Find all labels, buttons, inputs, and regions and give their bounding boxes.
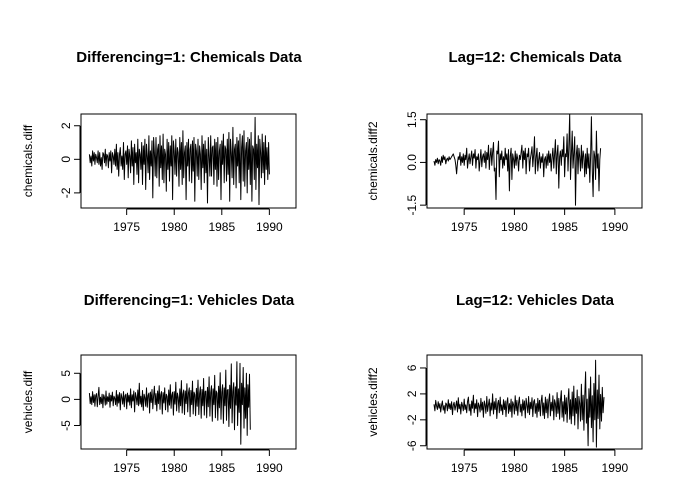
- x-axis: 1975 1980 1985 1990: [113, 208, 283, 234]
- plot-frame: [80, 113, 297, 209]
- x-axis: 1975 1980 1985 1990: [451, 449, 629, 475]
- y-axis: -6 -2 2 6: [405, 364, 427, 451]
- panel-title: Lag=12: Chemicals Data: [449, 49, 623, 66]
- panel-chemicals-diff: Differencing=1: Chemicals Data chemicals…: [21, 49, 302, 234]
- y-axis: -2 0 2: [59, 122, 81, 198]
- y-tick-label: -5: [59, 420, 73, 431]
- y-tick-label: 0: [59, 156, 73, 163]
- x-axis: 1975 1980 1985 1990: [113, 449, 283, 475]
- x-tick-label: 1990: [602, 220, 629, 234]
- plot-frame: [426, 113, 643, 209]
- panel-title: Lag=12: Vehicles Data: [456, 292, 615, 309]
- panel-title: Differencing=1: Chemicals Data: [76, 49, 302, 66]
- panel-vehicles-diff: Differencing=1: Vehicles Data vehicles.d…: [21, 292, 297, 475]
- x-tick-label: 1990: [256, 220, 283, 234]
- x-tick-label: 1985: [551, 220, 578, 234]
- plot-frame: [426, 354, 643, 450]
- series-line: [433, 359, 605, 448]
- y-axis: -5 0 5: [59, 370, 81, 431]
- x-tick-label: 1985: [208, 220, 235, 234]
- x-tick-label: 1980: [161, 220, 188, 234]
- y-axis-label: chemicals.diff: [21, 124, 35, 197]
- y-tick-label: 2: [405, 390, 419, 397]
- y-tick-label: -2: [405, 414, 419, 425]
- y-tick-label: -1.5: [405, 194, 419, 215]
- x-tick-label: 1990: [256, 461, 283, 475]
- panel-title: Differencing=1: Vehicles Data: [84, 292, 295, 309]
- x-tick-label: 1985: [551, 461, 578, 475]
- x-tick-label: 1975: [451, 461, 478, 475]
- y-tick-label: 2: [59, 122, 73, 129]
- y-tick-label: 0.0: [405, 154, 419, 171]
- series-line: [433, 113, 602, 206]
- x-tick-label: 1980: [161, 461, 188, 475]
- y-axis-label: vehicles.diff2: [366, 367, 380, 436]
- y-tick-label: 1.5: [405, 111, 419, 128]
- x-tick-label: 1980: [501, 220, 528, 234]
- y-tick-label: 5: [59, 370, 73, 377]
- x-tick-label: 1975: [113, 461, 140, 475]
- y-tick-label: 6: [405, 364, 419, 371]
- plot-frame: [80, 354, 297, 450]
- y-axis: -1.5 0.0 1.5: [405, 111, 427, 215]
- panel-vehicles-diff2: Lag=12: Vehicles Data vehicles.diff2 197…: [366, 292, 643, 475]
- y-axis-label: vehicles.diff: [21, 370, 35, 433]
- y-tick-label: -6: [405, 440, 419, 451]
- series-line: [88, 361, 251, 445]
- x-tick-label: 1980: [501, 461, 528, 475]
- y-tick-label: -2: [59, 187, 73, 198]
- panel-chemicals-diff2: Lag=12: Chemicals Data chemicals.diff2 1…: [366, 49, 643, 234]
- x-tick-label: 1975: [451, 220, 478, 234]
- y-axis-label: chemicals.diff2: [366, 121, 380, 200]
- series-line: [88, 116, 270, 206]
- x-axis: 1975 1980 1985 1990: [451, 208, 629, 234]
- x-tick-label: 1985: [208, 461, 235, 475]
- x-tick-label: 1975: [113, 220, 140, 234]
- x-tick-label: 1990: [602, 461, 629, 475]
- y-tick-label: 0: [59, 396, 73, 403]
